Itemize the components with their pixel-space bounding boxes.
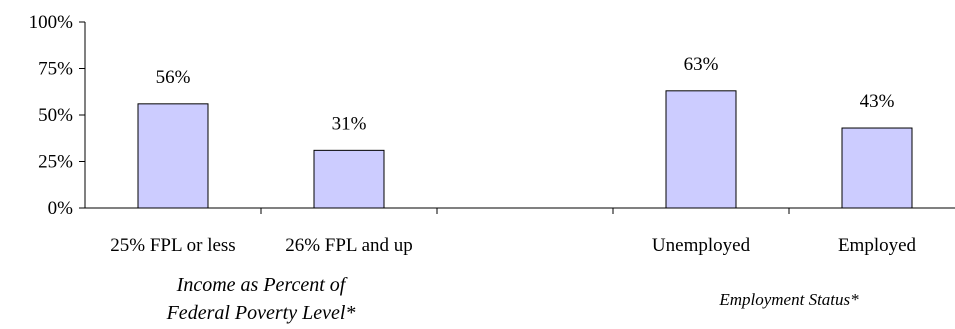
bar: [665, 90, 737, 209]
category-label: 26% FPL and up: [285, 235, 413, 256]
data-label: 31%: [332, 113, 367, 134]
y-tick-label: 50%: [38, 105, 73, 126]
data-labels: 56% 31% 63% 43%: [156, 54, 895, 135]
x-axis: [85, 207, 955, 214]
group-title-line: Income as Percent of: [176, 274, 348, 296]
y-axis: 0% 25% 50% 75% 100%: [29, 12, 86, 219]
category-labels: 25% FPL or less 26% FPL and up Unemployed E…: [110, 235, 916, 256]
category-label: 25% FPL or less: [110, 235, 235, 256]
y-tick-label: 75%: [38, 59, 73, 80]
y-tick-label: 0%: [48, 198, 74, 219]
group-title-line: Employment Status*: [718, 290, 859, 309]
bar: [137, 103, 209, 209]
y-tick-label: 100%: [29, 12, 74, 33]
category-label: Employed: [838, 235, 917, 256]
category-label: Unemployed: [652, 235, 751, 256]
data-label: 43%: [860, 91, 895, 112]
group-title-line: Federal Poverty Level*: [166, 302, 356, 324]
data-label: 63%: [684, 54, 719, 75]
bar: [841, 127, 913, 209]
y-tick-label: 25%: [38, 152, 73, 173]
data-label: 56%: [156, 67, 191, 88]
bars: [137, 90, 913, 209]
bar: [313, 149, 385, 209]
group-titles: Income as Percent of Federal Poverty Leve…: [166, 274, 860, 324]
